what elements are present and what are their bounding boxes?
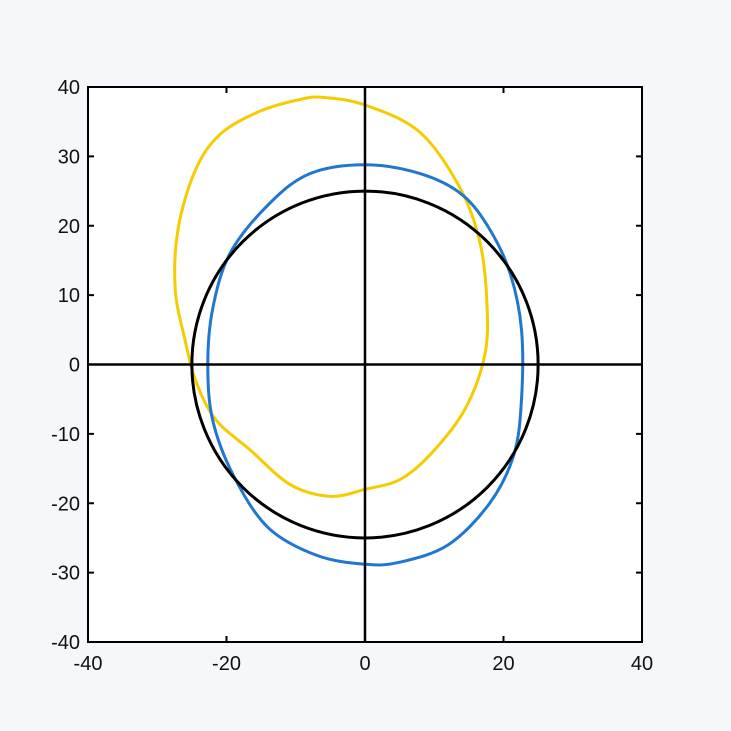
x-tick-label: 40 <box>631 653 653 675</box>
series-line-1 <box>206 163 525 567</box>
y-tick-label: -10 <box>51 424 80 446</box>
x-tick-label: -40 <box>74 653 103 675</box>
y-tick-label: -20 <box>51 493 80 515</box>
y-tick-label: 40 <box>58 77 80 99</box>
y-tick-label: 20 <box>58 216 80 238</box>
y-tick-label: -30 <box>51 563 80 585</box>
y-tick-label: -40 <box>51 632 80 654</box>
x-tick-label: 20 <box>492 653 514 675</box>
y-tick-label: 10 <box>58 285 80 307</box>
y-tick-label: 30 <box>58 146 80 168</box>
y-tick-label: 0 <box>69 355 80 377</box>
x-tick-label: 0 <box>359 653 370 675</box>
x-tick-label: -20 <box>212 653 241 675</box>
